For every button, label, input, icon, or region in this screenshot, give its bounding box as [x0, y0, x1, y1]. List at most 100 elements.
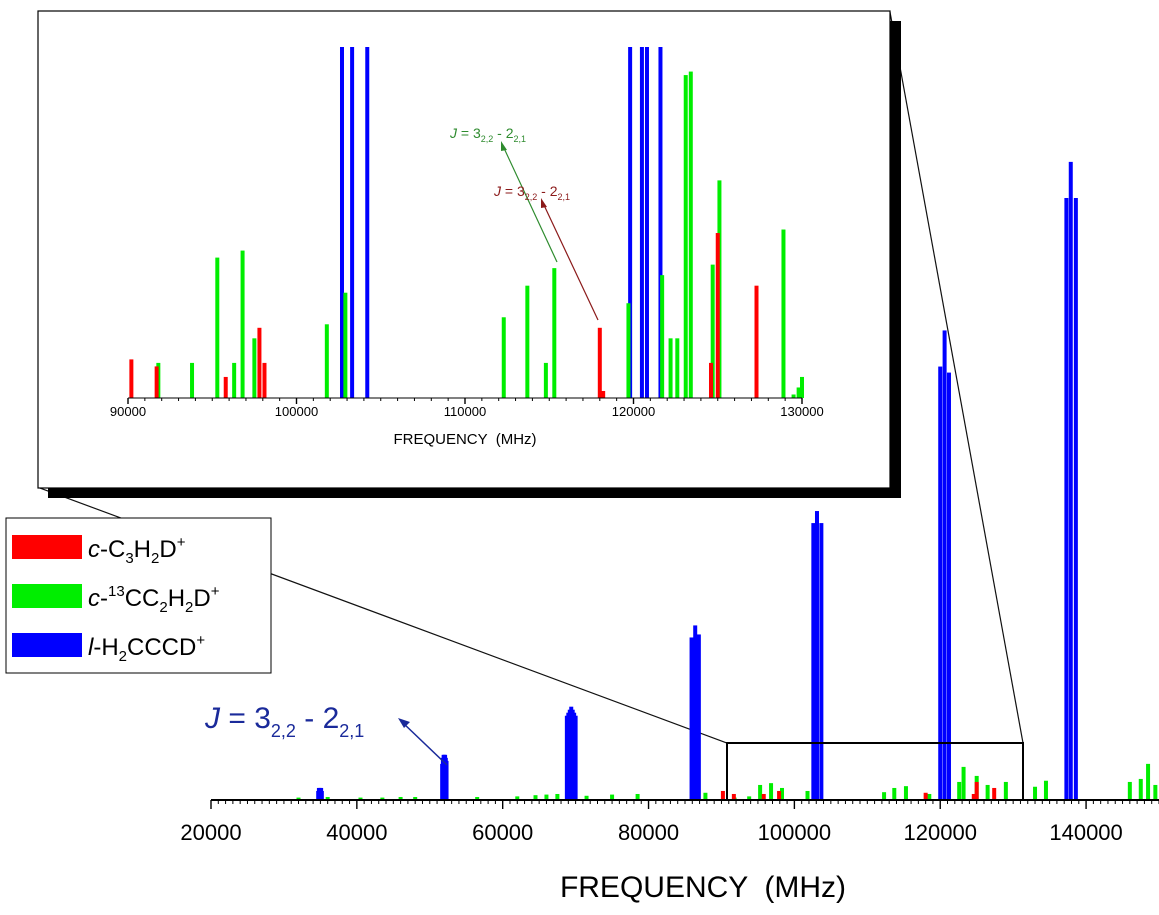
inset-bar-c-13cc2h2d	[324, 324, 329, 398]
main-bar-l-h2cccd	[814, 511, 819, 800]
main-bar-c-13cc2h2d	[635, 793, 640, 800]
legend-label-red: c-C3H2D+	[88, 534, 186, 567]
main-bar-c-13cc2h2d	[805, 790, 810, 800]
inset-bar-c-13cc2h2d	[688, 71, 693, 398]
inset-bar-c-13cc2h2d	[252, 338, 257, 398]
main-bar-c-c3h2d	[992, 787, 997, 800]
inset-bar-c-c3h2d	[754, 285, 759, 398]
inset-bar-c-13cc2h2d	[525, 285, 530, 398]
inset-bar-c-13cc2h2d	[215, 257, 220, 398]
main-bar-c-13cc2h2d	[903, 786, 908, 800]
main-bar-c-13cc2h2d	[584, 795, 589, 800]
main-tick-label: 80000	[618, 820, 679, 845]
inset-bar-c-13cc2h2d	[660, 275, 665, 398]
inset-bar-l-h2cccd	[658, 47, 663, 398]
main-annotation-arrow	[401, 721, 448, 766]
inset-bar-l-h2cccd	[639, 47, 644, 398]
main-bar-c-c3h2d	[761, 793, 766, 800]
inset-frame	[37, 10, 891, 489]
main-bar-l-h2cccd	[444, 760, 449, 800]
main-bar-c-13cc2h2d	[398, 796, 403, 800]
main-bar-c-13cc2h2d	[1138, 778, 1143, 800]
legend-swatch-blue	[12, 633, 82, 657]
inset-bar-c-c3h2d	[262, 362, 267, 398]
inset-bar-c-13cc2h2d	[796, 387, 801, 398]
inset-bar-c-c3h2d	[715, 233, 720, 398]
inset-bar-c-c3h2d	[257, 327, 262, 398]
main-bar-c-13cc2h2d	[779, 787, 784, 800]
main-bar-l-h2cccd	[573, 715, 578, 800]
inset-bar-c-13cc2h2d	[710, 264, 715, 398]
inset-annotation-red: J = 32,2 - 22,1	[493, 183, 599, 321]
main-bar-c-13cc2h2d	[1127, 781, 1132, 800]
main-bar-l-h2cccd	[938, 366, 943, 800]
inset-annotation-green-arrow	[502, 145, 558, 263]
main-bar-l-h2cccd	[319, 790, 324, 800]
main-bar-l-h2cccd	[1073, 198, 1078, 800]
inset-bar-c-13cc2h2d	[675, 338, 680, 398]
inset-bar-c-13cc2h2d	[543, 362, 548, 398]
main-bar-c-13cc2h2d	[380, 797, 385, 800]
main-bar-c-13cc2h2d	[413, 796, 418, 800]
inset-bar-c-c3h2d	[601, 390, 606, 398]
inset-bar-c-13cc2h2d	[626, 303, 631, 398]
inset-bar-c-13cc2h2d	[501, 317, 506, 398]
main-bar-c-13cc2h2d	[769, 783, 774, 800]
main-bar-c-13cc2h2d	[927, 793, 932, 800]
inset-bar-c-13cc2h2d	[668, 338, 673, 398]
inset-tick-label: 110000	[444, 404, 486, 419]
main-bar-l-h2cccd	[1068, 161, 1073, 800]
main-bar-c-13cc2h2d	[515, 796, 520, 800]
main-bar-c-13cc2h2d	[758, 784, 763, 800]
inset-x-axis-label: FREQUENCY (MHz)	[393, 431, 536, 448]
inset-bar-l-h2cccd	[350, 47, 355, 398]
main-bar-c-13cc2h2d	[882, 792, 887, 800]
inset-panel: 90000 100000 110000 120000 130000 FREQUENCY …	[37, 10, 901, 498]
inset-bar-c-13cc2h2d	[190, 362, 195, 398]
main-bar-l-h2cccd	[1064, 198, 1069, 800]
main-bar-c-13cc2h2d	[610, 794, 615, 800]
inset-bar-c-13cc2h2d	[240, 250, 245, 398]
inset-plot-area	[129, 47, 804, 398]
inset-bar-c-13cc2h2d	[800, 376, 804, 398]
main-bar-c-c3h2d	[777, 790, 782, 800]
main-bar-c-13cc2h2d	[325, 796, 330, 800]
inset-bar-l-h2cccd	[365, 47, 370, 398]
inset-tick-label: 100000	[275, 404, 318, 419]
main-x-axis: 20000 40000 60000 80000 100000 120000 140000	[180, 799, 1159, 845]
main-bar-c-c3h2d	[923, 792, 928, 800]
main-bar-c-13cc2h2d	[1033, 786, 1038, 800]
main-annotation-text: J = 32,2 - 22,1	[204, 702, 364, 741]
main-bar-c-13cc2h2d	[1003, 781, 1008, 800]
main-bar-c-13cc2h2d	[985, 784, 990, 800]
inset-bar-l-h2cccd	[644, 47, 649, 398]
inset-tick-label: 120000	[612, 404, 655, 419]
inset-bar-c-c3h2d	[597, 327, 602, 398]
inset-annotation-green-text: J = 32,2 - 22,1	[449, 125, 526, 144]
legend-label-green: c-13CC2H2D+	[88, 583, 220, 616]
inset-bar-l-h2cccd	[339, 47, 344, 398]
inset-bar-c-13cc2h2d	[343, 292, 348, 398]
main-bar-c-13cc2h2d	[544, 794, 549, 800]
inset-bar-c-c3h2d	[709, 362, 714, 398]
main-plot-area	[296, 161, 1158, 800]
inset-bar-c-13cc2h2d	[781, 229, 786, 398]
main-bar-l-h2cccd	[942, 330, 947, 800]
main-tick-label: 60000	[472, 820, 533, 845]
zoom-window	[726, 742, 1024, 801]
inset-bar-c-13cc2h2d	[552, 268, 557, 398]
main-tick-label: 20000	[180, 820, 241, 845]
main-bar-c-13cc2h2d	[533, 795, 538, 800]
main-bar-l-h2cccd	[693, 625, 698, 800]
main-bar-c-13cc2h2d	[1146, 763, 1151, 800]
main-bar-c-13cc2h2d	[296, 797, 301, 800]
main-bar-c-13cc2h2d	[703, 792, 708, 800]
legend: c-C3H2D+ c-13CC2H2D+ l-H2CCCD+	[5, 517, 272, 674]
inset-annotation-green: J = 32,2 - 22,1	[449, 125, 558, 263]
inset-bar-c-13cc2h2d	[232, 362, 237, 398]
main-bar-c-c3h2d	[974, 781, 979, 800]
inset-bar-c-13cc2h2d	[791, 394, 796, 398]
inset-bar-l-h2cccd	[628, 47, 633, 398]
